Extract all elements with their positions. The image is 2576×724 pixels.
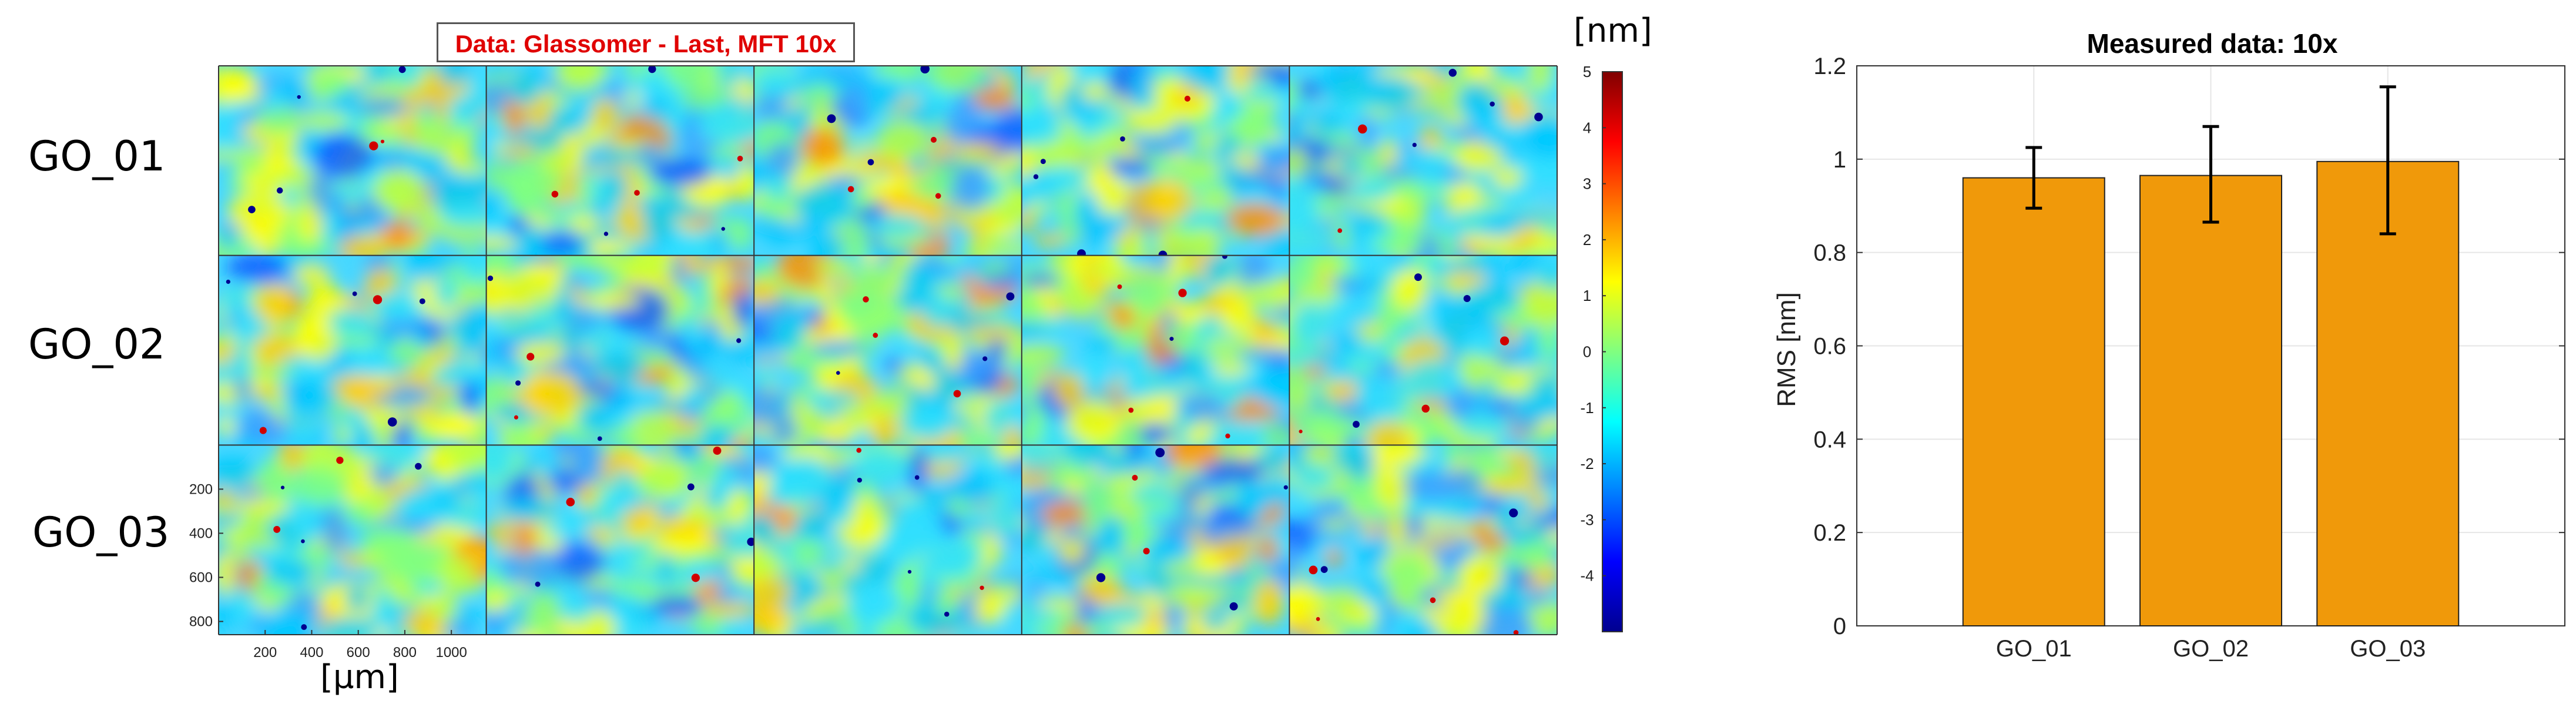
heatmap-tile (1021, 66, 1290, 256)
heatmap-tile (1021, 445, 1290, 635)
colorbar-tick-label: -2 (1580, 455, 1594, 472)
x-tick-label: 200 (253, 645, 277, 661)
heatmap-tile (1289, 445, 1557, 635)
colorbar-tick-label: 0 (1583, 343, 1591, 361)
heatmap-tile (754, 255, 1022, 445)
row-label-go-02: GO_02 (28, 320, 166, 368)
x-unit-label: [µm] (320, 658, 399, 696)
heatmap-tile (754, 66, 1022, 256)
colorbar-unit-label: [nm] (1574, 12, 1652, 50)
y-tick-label: 800 (189, 614, 213, 629)
x-tick-label: 800 (393, 645, 417, 661)
heatmap-tile (1021, 255, 1290, 445)
heatmap-tile (219, 445, 487, 635)
heatmap-tile (486, 66, 754, 256)
heatmap-tile (1289, 255, 1557, 445)
x-tick-label: 600 (347, 645, 370, 661)
colorbar-tick-label: -1 (1580, 399, 1594, 417)
y-tick-label: 400 (189, 525, 213, 541)
colorbar-tick-label: 2 (1583, 231, 1591, 249)
colorbar: 5 4 3 2 1 0 -1 -2 -3 -4 (1580, 63, 1623, 632)
y-tick-label: 600 (189, 569, 213, 585)
colorbar-tick-label: 3 (1583, 175, 1591, 193)
heatmap-tile (219, 66, 487, 256)
heatmap-tile (486, 445, 754, 635)
heatmap-tile (754, 445, 1022, 635)
colorbar-tick-label: 4 (1583, 119, 1591, 136)
heatmap-tile (1289, 66, 1557, 256)
y-tick-label: 200 (189, 481, 213, 497)
colorbar-tick-label: -4 (1580, 567, 1594, 585)
x-tick-label: 400 (300, 645, 323, 661)
heatmap-tiles (219, 66, 1557, 635)
tile-grid-lines (218, 65, 1558, 635)
heatmap-tile (219, 255, 487, 445)
colorbar-tick-label: -3 (1580, 511, 1594, 528)
colorbar-tick-label: 5 (1583, 63, 1591, 81)
row-label-go-03: GO_03 (32, 508, 170, 557)
colorbar-tick-label: 1 (1583, 287, 1591, 304)
heatmap-tile (486, 255, 754, 445)
x-tick-label: 1000 (435, 645, 467, 661)
heatmap-title: Data: Glassomer - Last, MFT 10x (437, 22, 855, 62)
heatmap-ticks: 200 400 600 800 1000 200 400 600 800 (189, 481, 467, 661)
row-label-go-01: GO_01 (28, 132, 166, 180)
